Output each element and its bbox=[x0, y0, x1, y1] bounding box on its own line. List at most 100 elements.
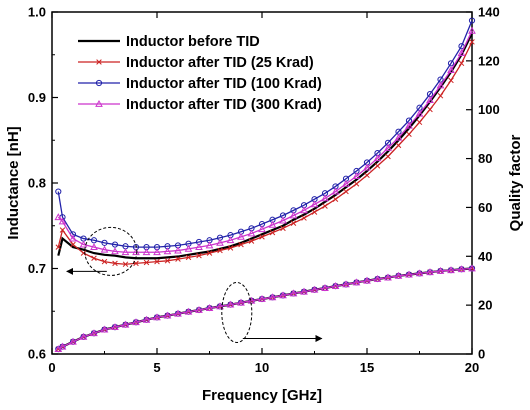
inductance-point bbox=[122, 261, 129, 267]
inductance-point bbox=[247, 229, 256, 237]
inductance-point bbox=[385, 153, 391, 160]
y-right-tick-label: 80 bbox=[478, 151, 492, 166]
inductance-point bbox=[90, 243, 98, 251]
inductance-point bbox=[90, 237, 98, 244]
quality-factor-point bbox=[205, 304, 214, 311]
y-right-tick-label: 40 bbox=[478, 249, 492, 264]
inductance-point bbox=[238, 241, 244, 248]
inductance-point bbox=[111, 241, 119, 248]
x-tick-label: 5 bbox=[153, 360, 160, 375]
inductance-point bbox=[311, 209, 318, 215]
inductance-point bbox=[342, 179, 350, 187]
quality-factor-point bbox=[363, 276, 371, 284]
inductance-point bbox=[448, 77, 454, 84]
quality-factor-point bbox=[111, 323, 119, 331]
y-left-tick-label: 0.9 bbox=[28, 90, 46, 105]
quality-factor-point bbox=[226, 300, 235, 308]
inductance-point bbox=[300, 206, 308, 214]
inductance-point bbox=[468, 26, 476, 34]
inductance-point bbox=[352, 172, 361, 180]
quality-factor-point bbox=[153, 313, 161, 321]
inductance-point bbox=[59, 227, 66, 233]
quality-factor-line bbox=[57, 267, 473, 350]
inductance-point bbox=[142, 248, 151, 256]
inductance-point bbox=[226, 236, 235, 244]
inductance-point bbox=[205, 241, 214, 249]
y-left-tick-label: 1.0 bbox=[28, 5, 46, 20]
inductance-line bbox=[57, 32, 473, 260]
inductance-point bbox=[163, 247, 172, 255]
legend-label: Inductor after TID (100 Krad) bbox=[126, 76, 322, 92]
y-right-tick-label: 120 bbox=[478, 53, 500, 68]
inductance-point bbox=[405, 121, 413, 129]
quality-factor-point bbox=[258, 295, 266, 302]
legend-label: Inductor after TID (300 Krad) bbox=[126, 97, 322, 113]
quality-factor-line bbox=[57, 267, 473, 350]
inductance-point bbox=[331, 187, 340, 195]
quality-factor-line bbox=[57, 267, 473, 350]
y-right-tick-label: 20 bbox=[478, 298, 492, 313]
x-tick-label: 20 bbox=[465, 360, 479, 375]
inductance-point bbox=[111, 247, 119, 255]
quality-factor-point bbox=[79, 332, 88, 340]
inductance-point bbox=[343, 188, 349, 195]
legend-entry: Inductor after TID (300 Krad) bbox=[78, 97, 322, 113]
inductance-point bbox=[216, 238, 224, 246]
inductance-point bbox=[394, 133, 403, 141]
x-tick-label: 10 bbox=[255, 360, 269, 375]
quality-factor-point bbox=[184, 307, 193, 315]
annotation-ellipse bbox=[221, 281, 253, 343]
quality-factor-point bbox=[279, 291, 287, 299]
inductance-point bbox=[55, 188, 62, 195]
inductance-point bbox=[268, 220, 277, 228]
y-axis-right-title: Quality factor bbox=[507, 134, 524, 231]
inductance-point bbox=[227, 245, 234, 251]
inductance-point bbox=[91, 255, 97, 261]
inductance-point bbox=[363, 163, 371, 171]
inductance-point bbox=[374, 163, 381, 169]
inductance-point bbox=[153, 248, 161, 256]
quality-factor-point bbox=[58, 342, 67, 350]
inductance-point bbox=[269, 229, 276, 236]
inductance-point bbox=[321, 194, 329, 202]
inductance-point bbox=[184, 244, 193, 252]
inductance-point bbox=[373, 154, 382, 162]
inductance-point bbox=[332, 196, 339, 202]
quality-factor-point bbox=[195, 305, 203, 313]
legend-label: Inductor after TID (25 Krad) bbox=[126, 55, 314, 71]
inductance-point bbox=[469, 39, 475, 45]
quality-factor-point bbox=[121, 320, 130, 328]
quality-factor-point bbox=[415, 269, 424, 277]
legend-label: Inductor before TID bbox=[126, 34, 260, 50]
inductance-point bbox=[353, 181, 360, 187]
inductance-point bbox=[101, 239, 108, 246]
inductance-line bbox=[57, 30, 473, 253]
quality-factor-point bbox=[321, 284, 329, 291]
inductance-point bbox=[174, 246, 182, 254]
inductance-point bbox=[416, 119, 423, 126]
y-left-tick-label: 0.7 bbox=[28, 261, 46, 276]
inductance-point bbox=[217, 247, 223, 254]
inductance-point bbox=[237, 232, 245, 240]
quality-factor-point bbox=[163, 311, 172, 319]
legend: Inductor before TID Inductor after TID (2… bbox=[78, 34, 322, 113]
quality-factor-point bbox=[405, 270, 413, 278]
y-right-tick-label: 100 bbox=[478, 102, 500, 117]
inductance-point bbox=[69, 234, 77, 242]
quality-factor-point bbox=[468, 264, 476, 272]
inductance-point bbox=[55, 244, 62, 250]
quality-factor-point bbox=[90, 329, 98, 337]
inductance-point bbox=[290, 220, 297, 226]
inductance-point bbox=[437, 93, 444, 99]
y-right-tick-label: 60 bbox=[478, 200, 492, 215]
inductance-point bbox=[164, 258, 171, 264]
inductance-line bbox=[57, 20, 473, 248]
inductance-point bbox=[259, 234, 265, 240]
quality-factor-point bbox=[100, 325, 109, 333]
y-left-tick-label: 0.6 bbox=[28, 347, 46, 362]
inductance-point bbox=[206, 250, 213, 256]
inductance-point bbox=[289, 211, 298, 219]
quality-factor-point bbox=[447, 266, 455, 274]
legend-entry: Inductor after TID (25 Krad) bbox=[78, 55, 314, 71]
